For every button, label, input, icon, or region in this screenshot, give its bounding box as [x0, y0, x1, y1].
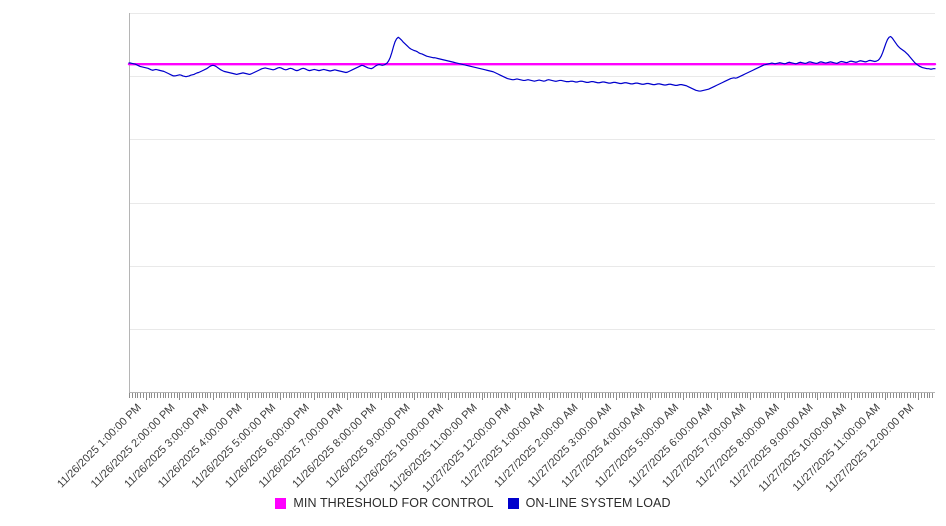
data-series: [127, 35, 937, 92]
legend-label-system-load: ON-LINE SYSTEM LOAD: [525, 496, 671, 510]
x-axis-tickmarks: [129, 393, 933, 400]
legend-label-min-threshold: MIN THRESHOLD FOR CONTROL: [293, 496, 494, 510]
series-path-1: [128, 35, 936, 92]
chart-legend: MIN THRESHOLD FOR CONTROL ON-LINE SYSTEM…: [0, 496, 946, 510]
gridlines: [129, 13, 935, 393]
legend-entry-min-threshold[interactable]: MIN THRESHOLD FOR CONTROL: [275, 496, 493, 510]
legend-entry-system-load[interactable]: ON-LINE SYSTEM LOAD: [507, 496, 671, 510]
legend-swatch-system-load: [507, 497, 519, 509]
legend-swatch-min-threshold: [275, 497, 287, 509]
axes: [129, 13, 935, 393]
